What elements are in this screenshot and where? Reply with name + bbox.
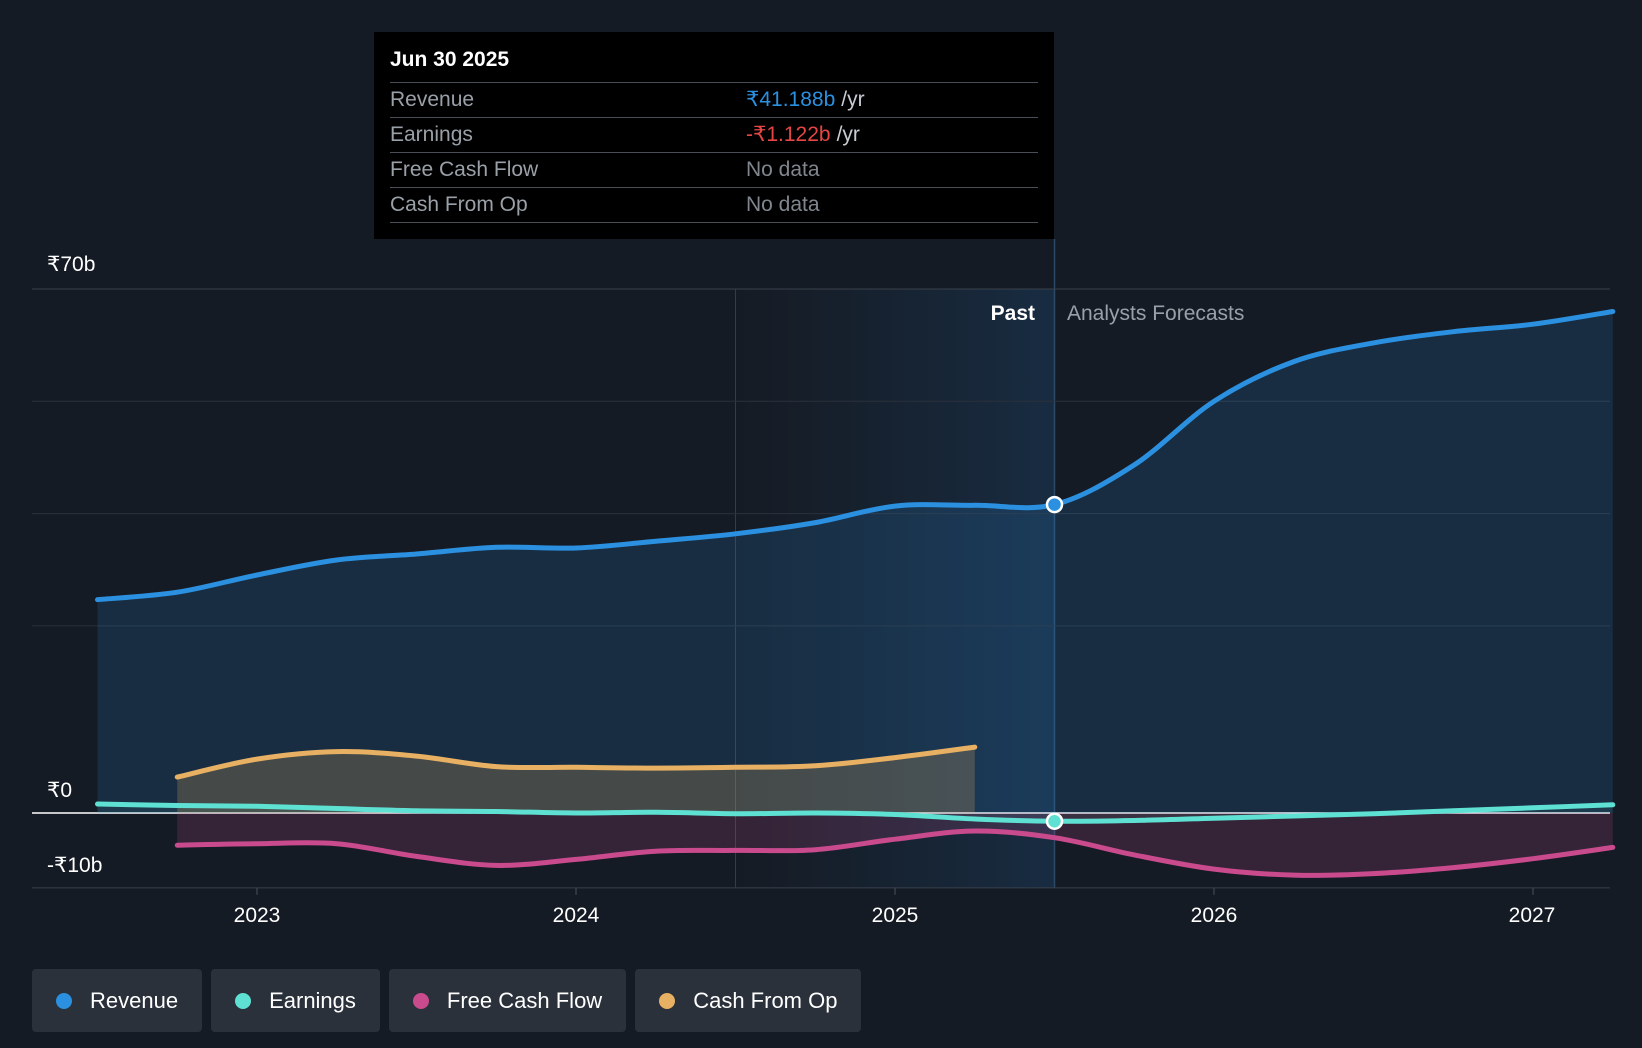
free-cash-flow-line [174, 828, 1616, 878]
cash-from-op-line [174, 744, 978, 780]
legend-item-cash-from-op[interactable]: Cash From Op [635, 969, 862, 1032]
tooltip-unit: /yr [841, 88, 865, 111]
past-label: Past [991, 302, 1035, 325]
legend-item-earnings[interactable]: Earnings [211, 969, 380, 1032]
legend: Revenue Earnings Free Cash Flow Cash Fro… [32, 969, 862, 1032]
y-tick-label-70b: ₹70b [47, 253, 95, 276]
x-tick-label-2025: 2025 [872, 904, 919, 927]
y-tick-label-minus-10b: -₹10b [47, 854, 102, 877]
revenue-marker [1045, 495, 1064, 514]
legend-dot-icon [659, 992, 676, 1009]
tooltip-row-cash-from-op: Cash From Op No data [390, 188, 1038, 223]
legend-dot-icon [235, 992, 252, 1009]
revenue-line [95, 309, 1616, 603]
tooltip-row-revenue: Revenue ₹41.188b /yr [390, 83, 1038, 118]
legend-label: Revenue [90, 987, 179, 1013]
past-highlight-band [735, 289, 1055, 888]
legend-dot-icon [56, 992, 72, 1009]
free-cash-flow-area [177, 813, 1613, 876]
legend-label: Free Cash Flow [446, 987, 603, 1013]
legend-label: Earnings [269, 987, 356, 1013]
x-tick-label-2023: 2023 [234, 904, 281, 927]
tooltip-row-earnings: Earnings -₹1.122b /yr [390, 118, 1038, 153]
legend-item-revenue[interactable]: Revenue [32, 969, 203, 1032]
revenue-area [97, 311, 1613, 813]
tooltip-unit: /yr [836, 123, 860, 146]
earnings-marker [1045, 812, 1064, 830]
tooltip-value: -₹1.122b [746, 123, 831, 146]
tooltip-value: No data [746, 158, 820, 181]
tooltip-date: Jun 30 2025 [390, 46, 1038, 83]
x-tick-label-2027: 2027 [1509, 904, 1556, 927]
legend-label: Cash From Op [693, 987, 838, 1013]
x-tick-label-2024: 2024 [553, 904, 600, 927]
y-tick-label-0: ₹0 [47, 779, 72, 802]
cash-from-op-area [177, 747, 975, 813]
forecast-label: Analysts Forecasts [1067, 302, 1244, 325]
legend-dot-icon [412, 992, 429, 1009]
legend-item-free-cash-flow[interactable]: Free Cash Flow [388, 969, 627, 1032]
tooltip: Jun 30 2025 Revenue ₹41.188b /yr Earning… [374, 32, 1054, 239]
tooltip-label: Cash From Op [390, 193, 528, 216]
x-tick-label-2026: 2026 [1191, 904, 1238, 927]
tooltip-label: Revenue [390, 88, 475, 111]
tooltip-value: No data [746, 193, 820, 216]
tooltip-label: Free Cash Flow [390, 158, 539, 181]
tooltip-label: Earnings [390, 123, 473, 146]
tooltip-value: ₹41.188b [746, 88, 836, 111]
tooltip-row-free-cash-flow: Free Cash Flow No data [390, 153, 1038, 188]
earnings-line [95, 801, 1616, 824]
